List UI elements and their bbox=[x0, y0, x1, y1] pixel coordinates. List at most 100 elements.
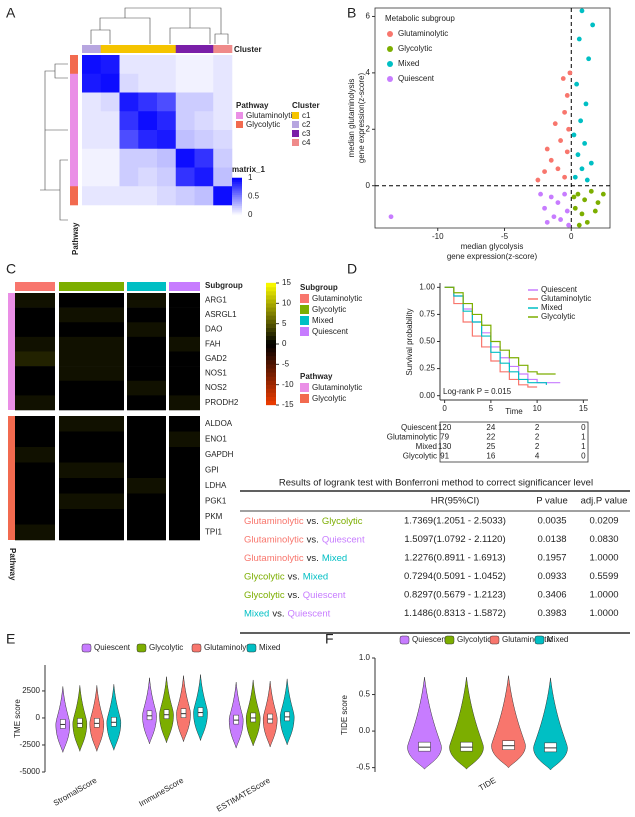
colorbar-step bbox=[266, 282, 276, 288]
heatmap-cell bbox=[169, 366, 200, 382]
table-row-label: Mixed vs. Quiescent bbox=[244, 608, 331, 619]
table-cell: 0.3406 bbox=[537, 590, 566, 601]
heatmap-cell bbox=[59, 366, 124, 382]
x-axis-label: median glycolysis bbox=[461, 242, 524, 251]
gene-label: GPI bbox=[205, 465, 219, 474]
point bbox=[584, 219, 590, 225]
heatmap-cell bbox=[15, 509, 55, 525]
subgroup-annotation bbox=[169, 282, 200, 291]
point bbox=[542, 205, 547, 211]
colorbar-tick-label: 5 bbox=[282, 319, 287, 328]
colorbar-step bbox=[266, 319, 276, 324]
legend-key bbox=[489, 635, 500, 645]
group-name: Glycolytic bbox=[322, 516, 363, 527]
table-cell: 1.1486(0.8313 - 1.5872) bbox=[404, 608, 506, 619]
y-tick-label: 2500 bbox=[22, 686, 40, 695]
annotation-title: Cluster bbox=[234, 45, 262, 54]
point bbox=[579, 8, 585, 14]
point bbox=[548, 194, 554, 200]
table-cell: 1.0000 bbox=[589, 608, 618, 619]
group-name: Quiescent bbox=[303, 590, 346, 601]
legend-label: Glycolytic bbox=[149, 643, 183, 652]
group-name: Quiescent bbox=[287, 608, 330, 619]
legend-key bbox=[300, 316, 309, 325]
colorbar-step bbox=[232, 181, 242, 184]
gene-label: DAO bbox=[205, 325, 222, 334]
heatmap-cell bbox=[138, 92, 158, 112]
heatmap-cell bbox=[119, 186, 139, 206]
point bbox=[564, 93, 570, 98]
risk-count: 79 bbox=[440, 433, 449, 442]
heatmap-cell bbox=[169, 493, 200, 510]
risk-row-label: Glycolytic bbox=[403, 452, 437, 461]
heatmap-cell bbox=[157, 73, 177, 93]
table-cell: 0.5599 bbox=[589, 571, 618, 582]
heatmap-cell bbox=[59, 395, 124, 411]
x-tick-label: 0 bbox=[442, 404, 447, 413]
point bbox=[576, 36, 582, 42]
legend-label: Glycolytic bbox=[398, 44, 432, 53]
colorbar-step bbox=[266, 400, 276, 406]
colorbar-step bbox=[266, 323, 276, 328]
panel-letter: E bbox=[6, 631, 15, 647]
point bbox=[562, 174, 568, 180]
heatmap-cell bbox=[194, 92, 214, 112]
heatmap-cell bbox=[15, 307, 55, 323]
colorbar-step bbox=[232, 177, 242, 181]
legend-label: c4 bbox=[302, 138, 311, 147]
heatmap-cell bbox=[127, 524, 166, 541]
colorbar-step bbox=[232, 192, 242, 195]
colorbar-step bbox=[266, 351, 276, 357]
legend-label: Glutaminolytic bbox=[398, 29, 448, 38]
risk-count: 25 bbox=[486, 442, 495, 451]
point bbox=[552, 121, 558, 127]
y-tick-label: 0.00 bbox=[419, 391, 435, 400]
violin bbox=[449, 677, 484, 770]
table-cell: 0.0035 bbox=[537, 516, 566, 527]
heatmap-cell bbox=[175, 92, 195, 112]
group-name: Glycolytic bbox=[244, 590, 285, 601]
top-dendrogram bbox=[90, 7, 229, 44]
heatmap-cell bbox=[213, 111, 233, 131]
point bbox=[578, 118, 584, 124]
legend-key bbox=[399, 635, 410, 645]
point bbox=[566, 222, 572, 228]
colorbar-step bbox=[232, 199, 242, 203]
heatmap-cell bbox=[15, 478, 55, 494]
table-header: HR(95%CI) bbox=[431, 496, 480, 507]
heatmap-cell bbox=[169, 462, 200, 479]
risk-count: 120 bbox=[438, 423, 452, 432]
heatmap-cell bbox=[157, 167, 177, 187]
heatmap-cell bbox=[175, 167, 195, 187]
heatmap-cell bbox=[157, 55, 177, 75]
point bbox=[572, 205, 578, 211]
legend-title: Cluster bbox=[292, 101, 320, 110]
heatmap-cell bbox=[194, 186, 214, 206]
colorbar-step bbox=[266, 384, 276, 389]
point bbox=[388, 214, 394, 220]
gene-label: NOS2 bbox=[205, 383, 227, 392]
heatmap-cell bbox=[138, 55, 158, 75]
colorbar-step bbox=[266, 339, 276, 345]
heatmap-cell bbox=[194, 167, 214, 187]
violin bbox=[491, 675, 526, 769]
heatmap-cell bbox=[15, 322, 55, 338]
heatmap-cell bbox=[119, 55, 139, 75]
y-tick-label: 0.25 bbox=[419, 364, 435, 373]
table-title: Results of logrank test with Bonferroni … bbox=[279, 478, 593, 489]
point bbox=[542, 169, 547, 174]
colorbar-step bbox=[266, 372, 276, 377]
legend-key bbox=[387, 46, 393, 52]
table-header: P value bbox=[536, 496, 568, 507]
heatmap-cell bbox=[119, 111, 139, 131]
table-cell: 1.2276(0.8911 - 1.6913) bbox=[404, 553, 505, 564]
heatmap-cell bbox=[127, 380, 166, 396]
heatmap-cell bbox=[119, 73, 139, 93]
vs-text: vs. bbox=[307, 534, 319, 545]
gene-label: ALDOA bbox=[205, 419, 233, 428]
risk-count: 0 bbox=[581, 423, 586, 432]
y-tick-label: 0.0 bbox=[359, 726, 371, 735]
heatmap-cell bbox=[119, 167, 139, 187]
y-tick-label: 0.50 bbox=[419, 337, 435, 346]
heatmap-cell bbox=[59, 493, 124, 510]
